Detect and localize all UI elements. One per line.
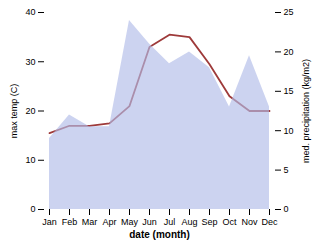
svg-text:40: 40 <box>25 7 35 17</box>
svg-text:20: 20 <box>25 106 35 116</box>
svg-text:Aug: Aug <box>181 217 197 227</box>
svg-text:Dec: Dec <box>261 217 278 227</box>
svg-text:10: 10 <box>284 126 294 136</box>
svg-text:0: 0 <box>30 204 35 214</box>
svg-text:10: 10 <box>25 155 35 165</box>
svg-text:Jul: Jul <box>164 217 176 227</box>
svg-text:30: 30 <box>25 57 35 67</box>
svg-text:Jun: Jun <box>142 217 157 227</box>
svg-text:Feb: Feb <box>62 217 78 227</box>
svg-text:May: May <box>121 217 139 227</box>
svg-text:Mar: Mar <box>82 217 98 227</box>
svg-text:Jan: Jan <box>42 217 57 227</box>
svg-text:Nov: Nov <box>241 217 258 227</box>
svg-text:20: 20 <box>284 47 294 57</box>
svg-text:med. precipitation (kg/m2): med. precipitation (kg/m2) <box>301 59 311 163</box>
svg-text:Apr: Apr <box>102 217 116 227</box>
svg-text:5: 5 <box>284 165 289 175</box>
svg-text:Sep: Sep <box>201 217 217 227</box>
svg-text:max temp (C): max temp (C) <box>9 84 19 139</box>
svg-text:25: 25 <box>284 7 294 17</box>
svg-text:Oct: Oct <box>222 217 237 227</box>
svg-text:15: 15 <box>284 86 294 96</box>
svg-text:0: 0 <box>284 204 289 214</box>
svg-text:date (month): date (month) <box>129 229 190 240</box>
